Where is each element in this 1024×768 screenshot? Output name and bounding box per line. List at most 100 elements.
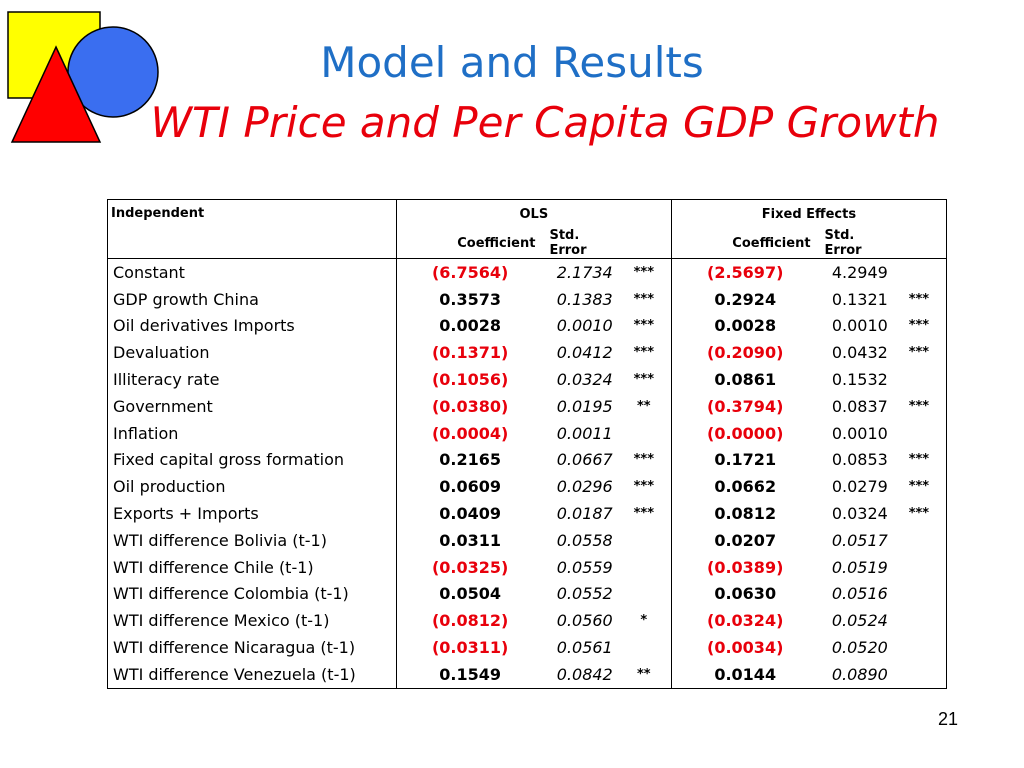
ols-std-error: 0.0296	[556, 477, 613, 497]
ols-significance: ***	[633, 264, 654, 280]
table-row: Government (0.0380) 0.0195 ** (0.3794) 0.0837…	[107, 392, 947, 420]
ols-significance: ***	[633, 345, 654, 361]
header-ols-coefficient: Coefficient	[395, 228, 544, 259]
variable-name: Fixed capital gross formation	[107, 446, 397, 474]
ols-significance	[617, 581, 672, 608]
header-ols-sig	[616, 228, 672, 259]
table-row: Illiteracy rate (0.1056) 0.0324 *** 0.0861 0.…	[107, 366, 947, 393]
fe-significance: ***	[891, 500, 947, 527]
header-ols: OLS	[395, 199, 672, 228]
ols-coefficient: 0.2165	[395, 446, 544, 474]
fe-significance: ***	[891, 473, 947, 501]
ols-coefficient: (0.0380)	[395, 392, 544, 420]
fe-coefficient: 0.2924	[670, 285, 819, 313]
ols-significance: ***	[633, 372, 654, 388]
fe-std-error: 0.0432	[831, 343, 888, 363]
slide-subtitle: WTI Price and Per Capita GDP Growth	[150, 98, 940, 147]
red-triangle	[10, 45, 102, 143]
table-row: Inflation (0.0004) 0.0011 (0.0000) 0.0010	[107, 419, 947, 447]
ols-significance: ***	[633, 291, 654, 307]
fe-significance	[891, 580, 947, 608]
ols-coefficient: (0.0812)	[395, 607, 544, 635]
table-row: Oil derivatives Imports 0.0028 0.0010 *** 0.…	[107, 312, 947, 340]
ols-significance	[617, 554, 672, 581]
fe-coefficient: 0.0630	[670, 580, 819, 608]
variable-name: Inflation	[107, 419, 397, 447]
slide-title: Model and Results	[320, 38, 704, 87]
fe-significance	[891, 419, 947, 447]
ols-std-error: 0.1383	[556, 289, 613, 309]
variable-name: WTI difference Venezuela (t-1)	[107, 660, 397, 689]
table-row: Exports + Imports 0.0409 0.0187 *** 0.0812 0.…	[107, 500, 947, 527]
table-row: WTI difference Chile (t-1) (0.0325) 0.0559…	[107, 553, 947, 581]
fe-coefficient: (0.0324)	[670, 607, 819, 635]
variable-name: WTI difference Bolivia (t-1)	[107, 526, 397, 554]
fe-significance	[891, 258, 947, 286]
variable-name: Devaluation	[107, 339, 397, 367]
fe-significance	[891, 366, 947, 393]
table-row: WTI difference Bolivia (t-1) 0.0311 0.0558…	[107, 526, 947, 554]
ols-std-error: 0.0324	[556, 370, 613, 390]
ols-std-error: 2.1734	[556, 262, 613, 282]
ols-significance: ***	[633, 506, 654, 522]
fe-coefficient: (0.3794)	[670, 392, 819, 420]
ols-coefficient: (0.1371)	[395, 339, 544, 367]
fe-std-error: 0.0010	[831, 423, 888, 443]
table-row: WTI difference Colombia (t-1) 0.0504 0.055…	[107, 580, 947, 608]
fe-significance	[891, 660, 947, 689]
fe-std-error: 0.0324	[831, 504, 888, 524]
fe-std-error: 0.1532	[831, 370, 888, 390]
ols-coefficient: (0.0004)	[395, 419, 544, 447]
fe-std-error: 0.0279	[831, 477, 888, 497]
fe-coefficient: (2.5697)	[670, 258, 819, 286]
variable-name: Constant	[107, 258, 397, 286]
fe-coefficient: 0.0144	[670, 660, 819, 689]
fe-coefficient: (0.2090)	[670, 339, 819, 367]
variable-name: Oil production	[107, 473, 397, 501]
fe-coefficient: 0.0861	[670, 366, 819, 393]
table-row: WTI difference Venezuela (t-1) 0.1549 0.08…	[107, 660, 947, 689]
ols-significance: ***	[633, 318, 654, 334]
table-row: Constant (6.7564) 2.1734 *** (2.5697) 4.2949	[107, 258, 947, 286]
variable-name: WTI difference Chile (t-1)	[107, 553, 397, 581]
ols-coefficient: 0.0409	[395, 500, 544, 527]
variable-name: WTI difference Colombia (t-1)	[107, 580, 397, 608]
fe-std-error: 0.0837	[831, 396, 888, 416]
table-row: WTI difference Nicaragua (t-1) (0.0311) 0.…	[107, 634, 947, 661]
ols-std-error: 0.0011	[556, 423, 613, 443]
variable-name: GDP growth China	[107, 285, 397, 313]
header-fe-std-error: Std. Error	[818, 228, 892, 259]
ols-coefficient: 0.0028	[395, 312, 544, 340]
ols-std-error: 0.0667	[556, 450, 613, 470]
variable-name: WTI difference Nicaragua (t-1)	[107, 634, 397, 661]
ols-coefficient: 0.0609	[395, 473, 544, 501]
ols-significance: *	[640, 613, 648, 629]
ols-std-error: 0.0560	[556, 611, 613, 631]
fe-coefficient: 0.0028	[670, 312, 819, 340]
table-row: GDP growth China 0.3573 0.1383 *** 0.2924 0.1…	[107, 285, 947, 313]
table-body: Constant (6.7564) 2.1734 *** (2.5697) 4.2949 G…	[107, 258, 947, 689]
fe-std-error: 0.0516	[831, 584, 888, 604]
fe-std-error: 4.2949	[831, 262, 888, 282]
variable-name: WTI difference Mexico (t-1)	[107, 607, 397, 635]
ols-coefficient: 0.1549	[395, 660, 544, 689]
variable-name: Oil derivatives Imports	[107, 312, 397, 340]
ols-significance: ***	[633, 479, 654, 495]
fe-std-error: 0.0519	[831, 557, 888, 577]
variable-name: Exports + Imports	[107, 500, 397, 527]
ols-std-error: 0.0842	[543, 660, 617, 689]
fe-coefficient: 0.0812	[670, 500, 819, 527]
ols-significance	[617, 420, 672, 447]
fe-significance: ***	[891, 339, 947, 367]
fe-coefficient: 0.0207	[670, 526, 819, 554]
ols-std-error: 0.0559	[556, 557, 613, 577]
fe-coefficient: (0.0034)	[670, 634, 819, 661]
fe-significance	[891, 553, 947, 581]
fe-std-error: 0.0520	[831, 638, 888, 658]
fe-std-error: 0.0890	[818, 660, 892, 689]
fe-coefficient: 0.1721	[670, 446, 819, 474]
fe-std-error: 0.1321	[831, 289, 888, 309]
fe-significance	[891, 526, 947, 554]
ols-significance: **	[637, 398, 651, 414]
header-ols-std-error: Std. Error	[543, 228, 617, 259]
